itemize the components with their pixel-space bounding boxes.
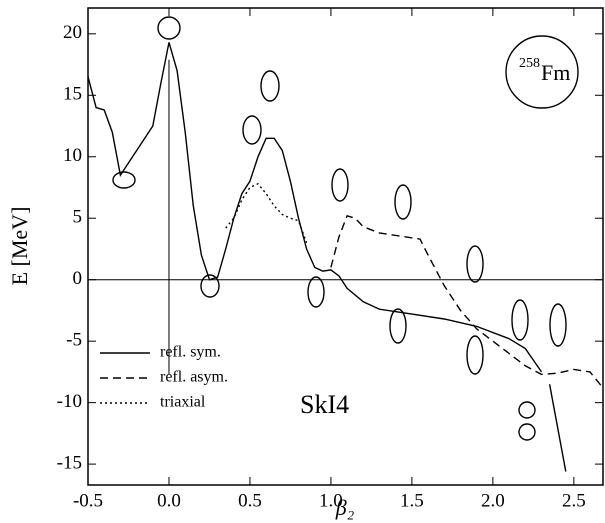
y-tick-label: 20 [63, 22, 82, 43]
x-axis-label: β₂ [335, 495, 355, 520]
x-tick-label: 1.0 [319, 490, 343, 511]
legend-label: refl. sym. [160, 344, 221, 361]
plot-frame [87, 7, 604, 486]
y-tick-label: 10 [63, 145, 82, 166]
series-line [87, 42, 567, 472]
x-tick-label: 2.0 [481, 490, 505, 511]
legend-label: triaxial [160, 394, 206, 411]
nucleus-symbol: Fm [541, 60, 570, 85]
x-tick-label: 1.5 [400, 490, 424, 511]
legend-label: refl. asym. [160, 369, 228, 386]
series-line [330, 214, 604, 389]
y-tick-label: 0 [73, 268, 83, 289]
annotation: SkI4 [300, 390, 349, 419]
shapes [112, 16, 579, 441]
nucleus-mass: 258 [519, 56, 540, 71]
y-tick-label: 15 [63, 84, 82, 105]
y-tick-label: -5 [66, 330, 82, 351]
y-tick-label: -10 [57, 391, 82, 412]
series-line [225, 182, 308, 244]
y-axis-label: E [MeV] [7, 207, 32, 286]
y-tick-label: -15 [57, 452, 82, 473]
x-tick-label: 0.0 [157, 490, 181, 511]
x-tick-label: 0.5 [238, 490, 262, 511]
x-tick-label: -0.5 [73, 490, 103, 511]
y-tick-label: 5 [73, 207, 83, 228]
x-tick-label: 2.5 [562, 490, 586, 511]
